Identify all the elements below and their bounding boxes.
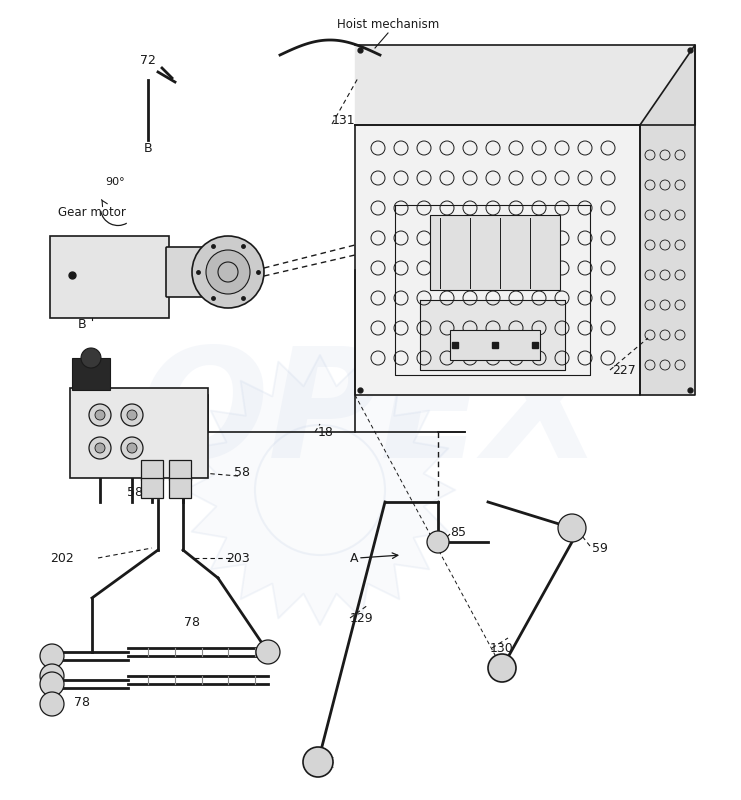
Text: 129: 129 xyxy=(350,611,373,625)
FancyBboxPatch shape xyxy=(430,215,560,290)
Text: Gear motor: Gear motor xyxy=(58,206,126,218)
Polygon shape xyxy=(185,355,455,625)
Polygon shape xyxy=(640,45,695,395)
Text: A: A xyxy=(350,551,358,565)
Text: Hoist mechanism: Hoist mechanism xyxy=(337,18,439,31)
Polygon shape xyxy=(355,125,640,395)
Circle shape xyxy=(40,692,64,716)
Circle shape xyxy=(127,410,137,420)
Text: 227: 227 xyxy=(612,363,636,377)
FancyBboxPatch shape xyxy=(70,388,208,478)
Circle shape xyxy=(255,425,385,555)
Text: B: B xyxy=(78,318,86,331)
Polygon shape xyxy=(420,300,565,370)
FancyBboxPatch shape xyxy=(169,460,191,480)
Circle shape xyxy=(127,443,137,453)
Circle shape xyxy=(89,437,111,459)
Circle shape xyxy=(427,531,449,553)
Text: 90°: 90° xyxy=(105,177,124,187)
Circle shape xyxy=(40,664,64,688)
FancyBboxPatch shape xyxy=(166,247,220,297)
Text: B: B xyxy=(144,142,153,154)
Circle shape xyxy=(256,640,280,664)
Text: 58: 58 xyxy=(127,486,143,498)
Circle shape xyxy=(121,437,143,459)
Text: 85: 85 xyxy=(450,526,466,538)
Circle shape xyxy=(121,404,143,426)
Text: 18: 18 xyxy=(318,426,334,438)
FancyBboxPatch shape xyxy=(141,460,163,480)
Circle shape xyxy=(40,644,64,668)
Text: OPEX: OPEX xyxy=(138,341,602,490)
FancyBboxPatch shape xyxy=(169,478,191,498)
Text: 78: 78 xyxy=(74,695,90,709)
Text: 59: 59 xyxy=(592,542,608,554)
Text: 202: 202 xyxy=(50,551,74,565)
Circle shape xyxy=(95,443,105,453)
Circle shape xyxy=(303,747,333,777)
FancyBboxPatch shape xyxy=(141,478,163,498)
Circle shape xyxy=(95,410,105,420)
Circle shape xyxy=(206,250,250,294)
Text: 58: 58 xyxy=(234,466,250,478)
Text: 72: 72 xyxy=(140,54,156,66)
FancyBboxPatch shape xyxy=(72,358,110,390)
Circle shape xyxy=(40,672,64,696)
Circle shape xyxy=(89,404,111,426)
Text: 78: 78 xyxy=(184,615,200,629)
Circle shape xyxy=(488,654,516,682)
Polygon shape xyxy=(355,45,695,125)
Circle shape xyxy=(81,348,101,368)
Text: 203: 203 xyxy=(226,551,250,565)
Circle shape xyxy=(558,514,586,542)
Text: 130: 130 xyxy=(490,642,514,654)
FancyBboxPatch shape xyxy=(450,330,540,360)
Circle shape xyxy=(192,236,264,308)
FancyBboxPatch shape xyxy=(50,236,169,318)
Text: 131: 131 xyxy=(332,114,356,126)
